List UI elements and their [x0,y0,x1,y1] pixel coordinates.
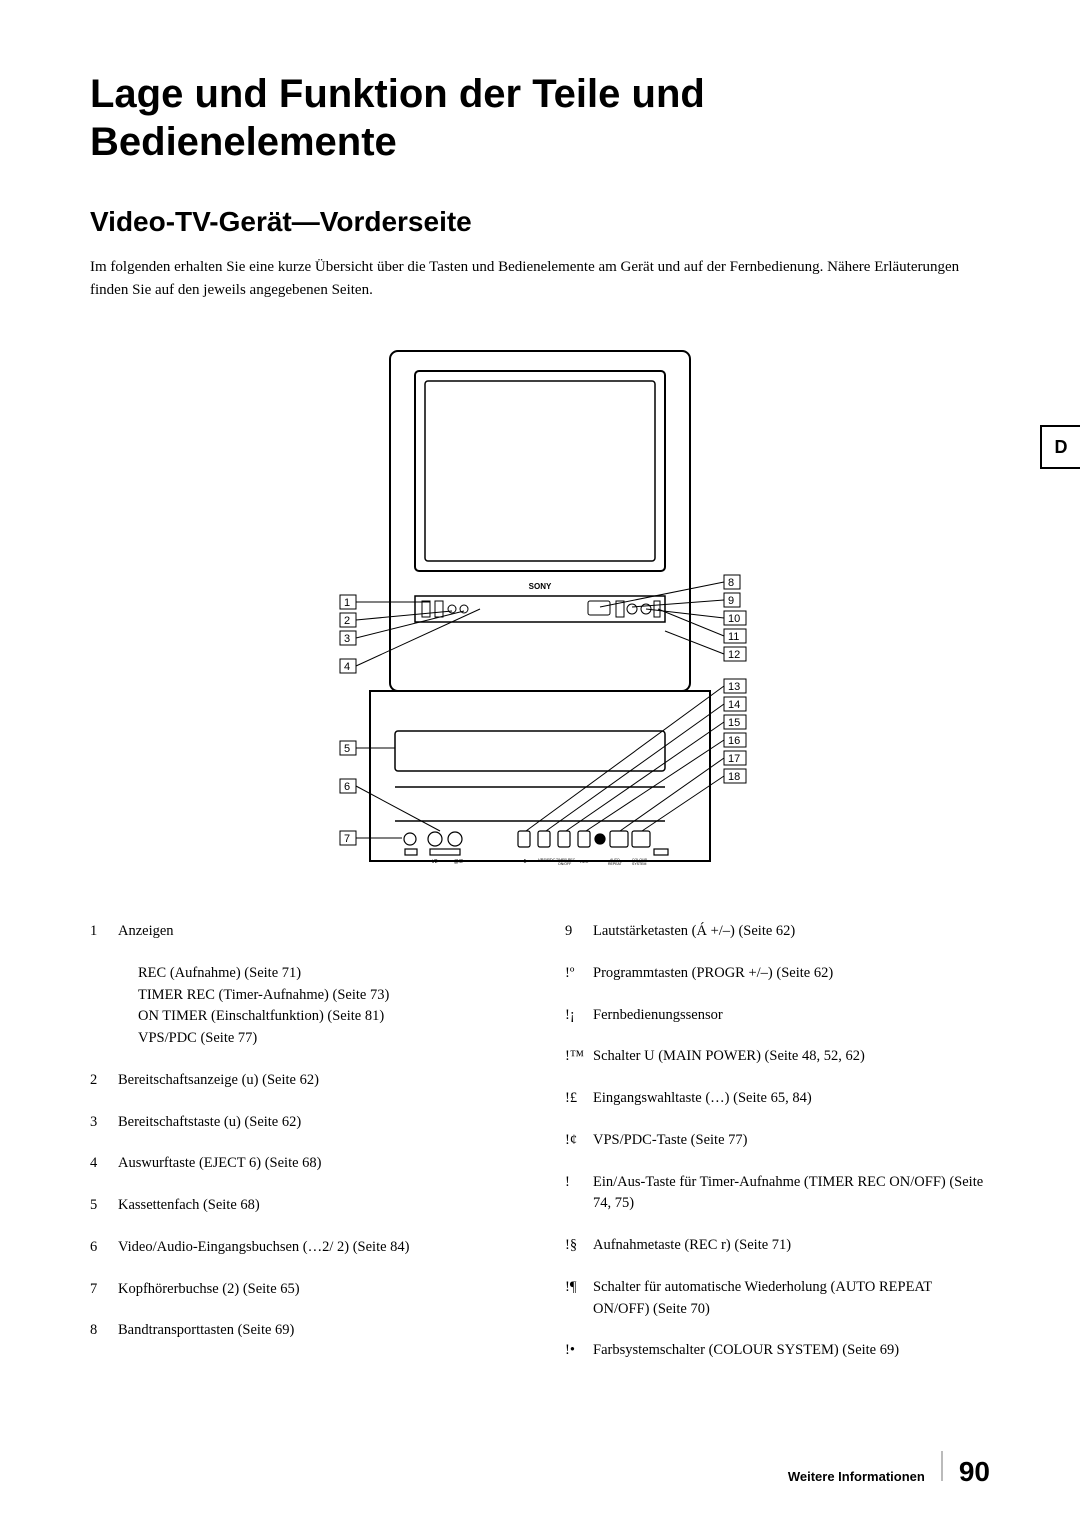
svg-text:17: 17 [728,753,740,765]
svg-text:5: 5 [344,743,350,755]
page-footer: Weitere Informationen 90 [788,1451,990,1488]
legend-entry: !Ein/Aus-Taste für Timer-Aufnahme (TIMER… [565,1172,990,1216]
svg-text:-5: -5 [522,859,527,865]
footer-divider [941,1451,943,1481]
device-diagram: SONY [280,341,800,881]
svg-text:9: 9 [728,595,734,607]
section-heading: Video-TV-Gerät—Vorderseite [90,206,990,238]
legend-text: Eingangswahltaste (…) (Seite 65, 84) [593,1088,990,1110]
legend-entry: 6Video/Audio-Eingangsbuchsen (…2/ 2) (Se… [90,1237,515,1259]
legend-number: !¢ [565,1130,593,1152]
legend-text: Aufnahmetaste (REC r) (Seite 71) [593,1235,990,1257]
legend-entry: 8Bandtransporttasten (Seite 69) [90,1320,515,1342]
legend-entry: !¢VPS/PDC-Taste (Seite 77) [565,1130,990,1152]
svg-text:SYSTEM: SYSTEM [632,862,646,866]
svg-text:8: 8 [728,577,734,589]
svg-text:7: 7 [344,833,350,845]
svg-text:12: 12 [728,649,740,661]
svg-text:REPEAT: REPEAT [608,862,623,866]
language-tab: D [1040,425,1080,469]
legend-subitem: TIMER REC (Timer-Aufnahme) (Seite 73) [138,985,515,1007]
legend-entry: !™Schalter U (MAIN POWER) (Seite 48, 52,… [565,1046,990,1068]
legend-entry: 1Anzeigen [90,921,515,943]
legend-text: Auswurftaste (EJECT 6) (Seite 68) [118,1153,515,1175]
intro-text: Im folgenden erhalten Sie eine kurze Übe… [90,256,990,301]
legend-number: 6 [90,1237,118,1259]
page-title: Lage und Funktion der Teile und Bedienel… [90,70,990,166]
legend-number: !• [565,1340,593,1362]
svg-text:16: 16 [728,735,740,747]
legend-subitem: VPS/PDC (Seite 77) [138,1028,515,1050]
footer-page-number: 90 [959,1456,990,1488]
svg-text:2: 2 [344,615,350,627]
legend-number: 7 [90,1279,118,1301]
legend-text: VPS/PDC-Taste (Seite 77) [593,1130,990,1152]
legend-entry: !£Eingangswahltaste (…) (Seite 65, 84) [565,1088,990,1110]
legend-entry: 4Auswurftaste (EJECT 6) (Seite 68) [90,1153,515,1175]
svg-text:ON/OFF: ON/OFF [558,862,571,866]
legend-text: Kopfhörerbuchse (2) (Seite 65) [118,1279,515,1301]
legend-subitem: REC (Aufnahme) (Seite 71) [138,963,515,985]
legend-number: !¶ [565,1277,593,1321]
legend-number: !§ [565,1235,593,1257]
legend-text: Ein/Aus-Taste für Timer-Aufnahme (TIMER … [593,1172,990,1216]
legend-number: !™ [565,1046,593,1068]
legend-entry: !¡Fernbedienungssensor [565,1005,990,1027]
legend-number: 9 [565,921,593,943]
svg-text:-@/2: -@/2 [452,859,463,865]
svg-text:11: 11 [728,631,739,643]
legend-number: 3 [90,1112,118,1134]
svg-text:t/2: t/2 [432,859,438,865]
legend-entry: !§Aufnahmetaste (REC r) (Seite 71) [565,1235,990,1257]
svg-text:15: 15 [728,717,740,729]
svg-text:VPS/PDC: VPS/PDC [538,857,556,862]
legend-right-column: 9Lautstärketasten (Á +/–) (Seite 62)!ºPr… [565,921,990,1382]
legend-text: Farbsystemschalter (COLOUR SYSTEM) (Seit… [593,1340,990,1362]
legend-number: !¡ [565,1005,593,1027]
legend-text: Kassettenfach (Seite 68) [118,1195,515,1217]
legend-columns: 1Anzeigen REC (Aufnahme) (Seite 71)TIMER … [90,921,990,1382]
footer-section-label: Weitere Informationen [788,1469,925,1484]
legend-entry: 5Kassettenfach (Seite 68) [90,1195,515,1217]
svg-text:18: 18 [728,771,740,783]
legend-number: 2 [90,1070,118,1092]
legend-text: Schalter U (MAIN POWER) (Seite 48, 52, 6… [593,1046,990,1068]
svg-text:REC: REC [580,859,589,864]
legend-text: Programmtasten (PROGR +/–) (Seite 62) [593,963,990,985]
legend-entry: 9Lautstärketasten (Á +/–) (Seite 62) [565,921,990,943]
legend-number: 8 [90,1320,118,1342]
legend-text: Bereitschaftstaste (u) (Seite 62) [118,1112,515,1134]
legend-left-column: 1Anzeigen REC (Aufnahme) (Seite 71)TIMER … [90,921,515,1382]
legend-text: Lautstärketasten (Á +/–) (Seite 62) [593,921,990,943]
legend-entry: 7Kopfhörerbuchse (2) (Seite 65) [90,1279,515,1301]
legend-text: Schalter für automatische Wiederholung (… [593,1277,990,1321]
svg-text:14: 14 [728,699,740,711]
legend-entry: !¶Schalter für automatische Wiederholung… [565,1277,990,1321]
legend-entry: !•Farbsystemschalter (COLOUR SYSTEM) (Se… [565,1340,990,1362]
svg-text:6: 6 [344,781,350,793]
legend-subitem: ON TIMER (Einschaltfunktion) (Seite 81) [138,1006,515,1028]
brand-label: SONY [529,582,552,591]
legend-text: Video/Audio-Eingangsbuchsen (…2/ 2) (Sei… [118,1237,515,1259]
svg-text:4: 4 [344,661,350,673]
legend-number: 5 [90,1195,118,1217]
svg-text:13: 13 [728,681,740,693]
legend-number: 4 [90,1153,118,1175]
svg-text:10: 10 [728,613,740,625]
legend-number: ! [565,1172,593,1216]
svg-text:1: 1 [344,597,350,609]
legend-sublist: REC (Aufnahme) (Seite 71)TIMER REC (Time… [118,963,515,1050]
legend-text: Fernbedienungssensor [593,1005,990,1027]
legend-text: Bereitschaftsanzeige (u) (Seite 62) [118,1070,515,1092]
legend-number: !£ [565,1088,593,1110]
legend-entry: 2Bereitschaftsanzeige (u) (Seite 62) [90,1070,515,1092]
legend-entry: !ºProgrammtasten (PROGR +/–) (Seite 62) [565,963,990,985]
legend-number: 1 [90,921,118,943]
legend-text: Bandtransporttasten (Seite 69) [118,1320,515,1342]
legend-number: !º [565,963,593,985]
svg-text:3: 3 [344,633,350,645]
legend-entry: 3Bereitschaftstaste (u) (Seite 62) [90,1112,515,1134]
legend-text: Anzeigen [118,921,515,943]
